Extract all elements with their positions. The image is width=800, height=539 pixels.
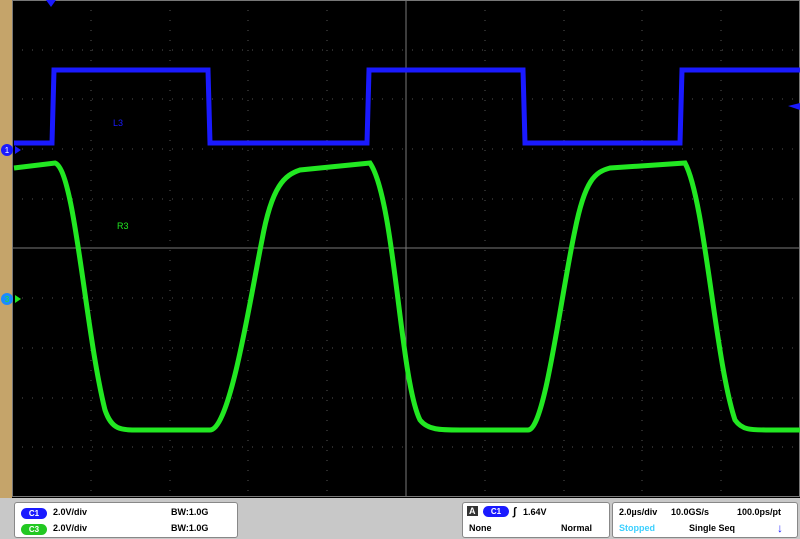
acquisition-mode: Single Seq	[689, 523, 736, 533]
side-strip	[0, 0, 12, 498]
trace-label: R3	[117, 221, 129, 231]
menu-arrow[interactable]: ↓	[777, 521, 783, 535]
resolution: 100.0ps/pt	[737, 507, 782, 517]
timebase-panel: 2.0µs/div 10.0GS/s 100.0ps/pt Stopped Si…	[612, 502, 798, 538]
trigger-mode: Normal	[561, 523, 593, 533]
marker-arrow	[15, 146, 21, 154]
bandwidth: BW:1.0G	[171, 507, 209, 517]
run-state: Stopped	[619, 523, 655, 533]
trace-label: L3	[113, 118, 123, 128]
trigger-position	[46, 0, 56, 7]
trace-c1	[14, 67, 800, 146]
channel-marker	[1, 293, 13, 305]
status-bar: C1 2.0V/div BW:1.0G C3 2.0V/div BW:1.0G …	[0, 498, 800, 539]
trigger-panel: A C1 ∫ 1.64V None Normal	[462, 502, 610, 538]
edge-icon: ∫	[513, 506, 517, 518]
channel-panel: C1 2.0V/div BW:1.0G C3 2.0V/div BW:1.0G	[14, 502, 238, 538]
bandwidth: BW:1.0G	[171, 523, 209, 533]
trigger-coupling: None	[469, 523, 492, 533]
graticule: L3 R3 1 3	[0, 0, 800, 498]
trigger-level	[788, 103, 800, 110]
channel-badge: C3	[21, 524, 47, 535]
channel-marker-label: 1	[5, 146, 10, 155]
trigger-icon: A	[467, 506, 478, 516]
marker-arrow	[15, 295, 21, 303]
vertical-scale: 2.0V/div	[53, 507, 88, 517]
channel-marker-label: 3	[5, 295, 10, 304]
vertical-scale: 2.0V/div	[53, 523, 88, 533]
trigger-level: 1.64V	[523, 507, 547, 517]
sample-rate: 10.0GS/s	[671, 507, 710, 517]
trace-c3	[13, 160, 800, 433]
channel-marker	[1, 144, 13, 156]
trigger-source: C1	[483, 506, 509, 517]
time-scale: 2.0µs/div	[619, 507, 658, 517]
channel-badge: C1	[21, 508, 47, 519]
